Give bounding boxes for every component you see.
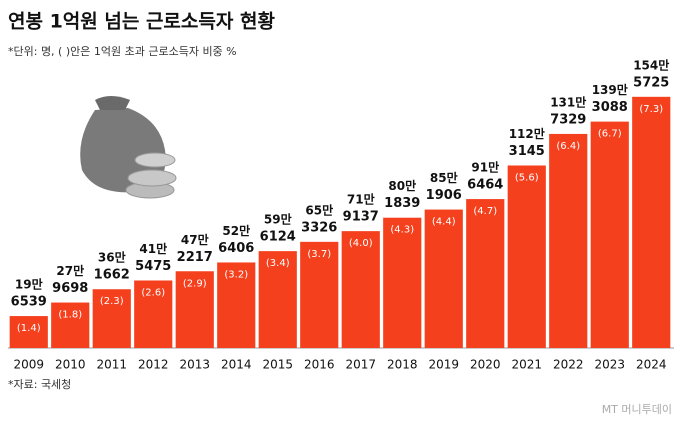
bar — [341, 231, 380, 348]
value-label: 47만 — [181, 232, 209, 247]
bar — [383, 217, 422, 348]
value-label: 1662 — [94, 268, 130, 283]
bar — [549, 133, 588, 348]
x-tick-label: 2016 — [304, 358, 335, 372]
value-label: 139만 — [592, 82, 628, 97]
value-label: 6539 — [11, 295, 47, 310]
bar — [590, 121, 629, 348]
share-label: (6.4) — [556, 141, 580, 152]
value-label: 131만 — [550, 94, 586, 109]
bar — [217, 262, 256, 348]
value-label: 5725 — [633, 75, 669, 90]
share-label: (5.6) — [515, 172, 539, 183]
coin — [127, 169, 177, 187]
value-label: 3326 — [301, 220, 337, 235]
share-label: (6.7) — [598, 129, 622, 140]
x-tick-label: 2022 — [553, 358, 584, 372]
x-tick-label: 2014 — [221, 358, 252, 372]
value-label: 1839 — [384, 196, 420, 211]
value-label: 6464 — [467, 178, 503, 193]
bar — [134, 280, 173, 348]
x-tick-label: 2020 — [470, 358, 501, 372]
x-tick-label: 2011 — [96, 358, 127, 372]
share-label: (2.6) — [141, 287, 165, 298]
value-label: 41만 — [139, 241, 167, 256]
share-label: (4.7) — [473, 206, 497, 217]
x-tick-label: 2010 — [55, 358, 86, 372]
bar — [92, 289, 131, 348]
x-tick-label: 2024 — [636, 358, 667, 372]
x-tick-label: 2013 — [179, 358, 210, 372]
share-label: (1.4) — [17, 323, 41, 334]
x-tick-label: 2017 — [345, 358, 376, 372]
x-tick-label: 2018 — [387, 358, 418, 372]
x-tick-label: 2023 — [594, 358, 625, 372]
value-label: 1906 — [426, 188, 462, 203]
value-label: 2217 — [177, 250, 213, 265]
value-label: 3145 — [509, 144, 545, 159]
value-label: 7329 — [550, 112, 586, 127]
value-label: 112만 — [509, 126, 545, 141]
money-bag-icon — [80, 96, 177, 199]
bar — [175, 271, 214, 348]
bar — [632, 96, 671, 348]
bar — [9, 316, 48, 348]
value-label: 52만 — [222, 223, 250, 238]
value-label: 3088 — [592, 100, 628, 115]
share-label: (4.4) — [432, 217, 456, 228]
value-label: 80만 — [388, 178, 416, 193]
value-label: 6406 — [218, 241, 254, 256]
watermark: MT 머니투데이 — [602, 403, 672, 416]
coin — [134, 152, 176, 168]
share-label: (3.2) — [224, 269, 248, 280]
value-label: 65만 — [305, 202, 333, 217]
share-label: (1.8) — [58, 310, 82, 321]
bar — [507, 165, 546, 348]
bar — [300, 241, 339, 348]
share-label: (4.3) — [390, 225, 414, 236]
value-label: 59만 — [264, 212, 292, 227]
value-label: 91만 — [471, 160, 499, 175]
share-label: (2.9) — [183, 278, 207, 289]
value-label: 9698 — [52, 281, 88, 296]
share-label: (4.0) — [349, 238, 373, 249]
chart-title: 연봉 1억원 넘는 근로소득자 현황 — [8, 10, 275, 33]
bar — [466, 199, 505, 348]
x-tick-label: 2009 — [13, 358, 44, 372]
value-label: 71만 — [347, 192, 375, 207]
share-label: (2.3) — [100, 296, 124, 307]
value-label: 9137 — [343, 210, 379, 225]
value-label: 27만 — [56, 263, 84, 278]
value-label: 19만 — [15, 277, 43, 292]
value-label: 6124 — [260, 230, 296, 245]
x-tick-label: 2019 — [428, 358, 459, 372]
bar — [424, 209, 463, 348]
x-tick-label: 2015 — [262, 358, 293, 372]
share-label: (7.3) — [639, 104, 663, 115]
x-tick-label: 2012 — [138, 358, 169, 372]
bar — [51, 302, 90, 348]
bag-neck — [95, 96, 130, 110]
value-label: 85만 — [430, 170, 458, 185]
chart-subtitle: *단위: 명, ( )안은 1억원 초과 근로소득자 비중 % — [8, 45, 237, 58]
x-tick-label: 2021 — [511, 358, 542, 372]
value-label: 5475 — [135, 259, 171, 274]
share-label: (3.4) — [266, 258, 290, 269]
bar — [258, 251, 297, 348]
value-label: 36만 — [98, 250, 126, 265]
source: *자료: 국세청 — [8, 378, 71, 391]
value-label: 154만 — [633, 57, 669, 72]
share-label: (3.7) — [307, 249, 331, 260]
